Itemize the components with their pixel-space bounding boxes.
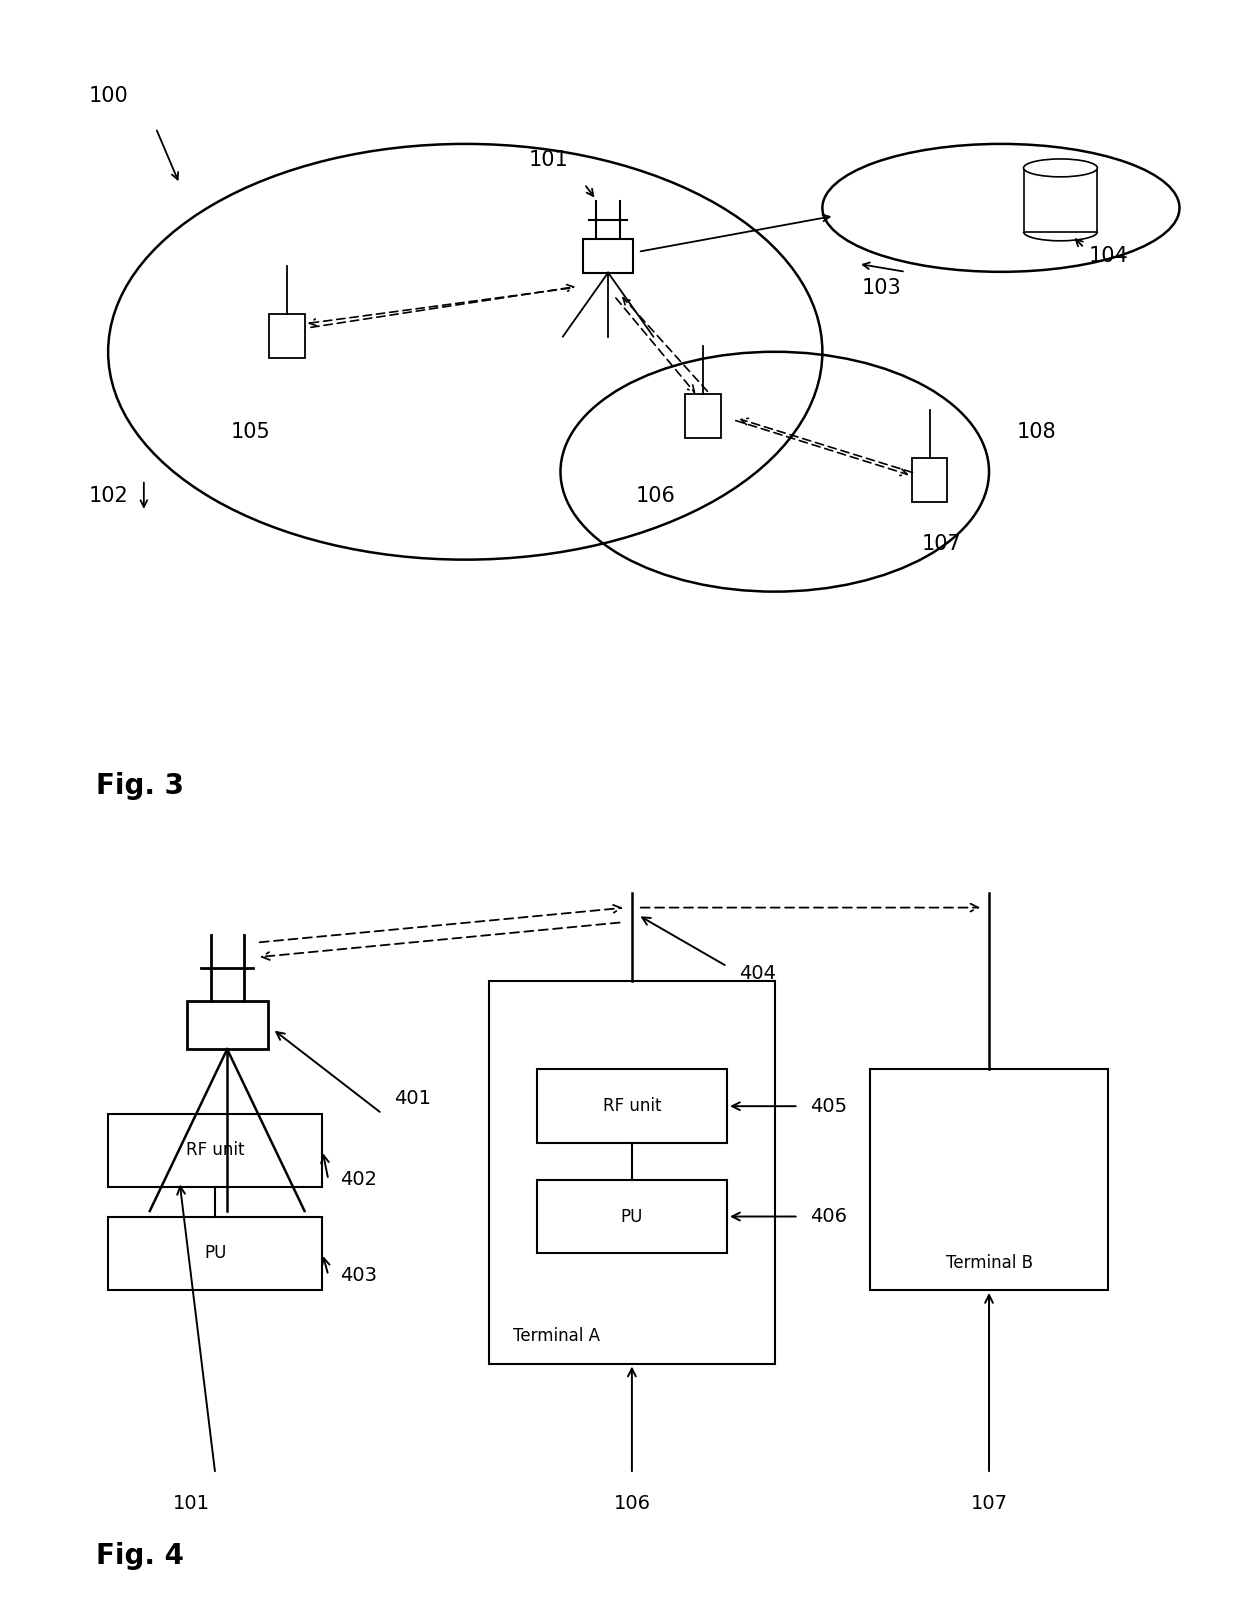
Text: RF unit: RF unit: [186, 1142, 244, 1159]
Text: RF unit: RF unit: [603, 1097, 661, 1115]
Text: 402: 402: [340, 1170, 377, 1190]
FancyBboxPatch shape: [537, 1180, 727, 1254]
Text: 105: 105: [231, 422, 270, 441]
Text: 102: 102: [88, 486, 128, 505]
FancyBboxPatch shape: [1023, 168, 1097, 232]
Text: 107: 107: [971, 1493, 1008, 1513]
Text: 103: 103: [862, 278, 901, 297]
Text: 104: 104: [1089, 246, 1128, 265]
FancyBboxPatch shape: [108, 1113, 322, 1186]
Text: Fig. 4: Fig. 4: [97, 1541, 185, 1570]
FancyBboxPatch shape: [108, 1217, 322, 1290]
FancyBboxPatch shape: [537, 1070, 727, 1143]
Text: 101: 101: [172, 1493, 210, 1513]
Text: 406: 406: [811, 1207, 847, 1226]
Text: 100: 100: [88, 86, 128, 106]
Text: 101: 101: [528, 150, 568, 169]
Text: 404: 404: [739, 964, 776, 983]
Text: PU: PU: [205, 1244, 227, 1262]
FancyBboxPatch shape: [269, 313, 305, 358]
Text: 403: 403: [340, 1266, 377, 1286]
Text: 106: 106: [614, 1493, 651, 1513]
FancyBboxPatch shape: [870, 1070, 1109, 1290]
Text: 405: 405: [811, 1097, 848, 1116]
Text: Fig. 3: Fig. 3: [97, 771, 185, 800]
FancyBboxPatch shape: [187, 1001, 268, 1049]
Text: 401: 401: [394, 1089, 430, 1108]
FancyBboxPatch shape: [489, 982, 775, 1364]
FancyBboxPatch shape: [686, 393, 722, 438]
FancyBboxPatch shape: [583, 240, 634, 272]
Text: 106: 106: [636, 486, 676, 505]
FancyBboxPatch shape: [911, 457, 947, 502]
Text: 108: 108: [1017, 422, 1056, 441]
Text: 107: 107: [921, 534, 961, 553]
Text: Terminal A: Terminal A: [513, 1327, 600, 1345]
Text: PU: PU: [621, 1207, 644, 1225]
Text: Terminal B: Terminal B: [946, 1254, 1033, 1271]
Ellipse shape: [1023, 158, 1097, 177]
